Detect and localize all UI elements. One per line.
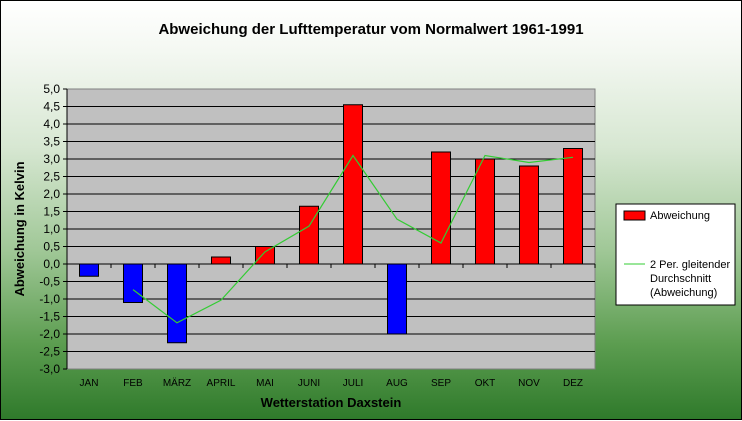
x-tick-label: NOV bbox=[518, 378, 540, 389]
y-tick-label: 1,5 bbox=[43, 205, 60, 219]
bar-märz bbox=[167, 263, 187, 344]
x-tick-labels: JAN FEB MÄRZ APRIL MAI JUNI JULI AUG SEP OKT NOV DE… bbox=[66, 264, 596, 389]
bar-okt bbox=[475, 158, 495, 265]
y-tick-label: 3,0 bbox=[43, 152, 60, 166]
x-tick-label: DEZ bbox=[563, 378, 583, 389]
legend: Abweichung 2 Per. gleitender Durchschnit… bbox=[615, 203, 736, 306]
y-tick-label: 2,5 bbox=[43, 170, 60, 184]
legend-label-moving-average-line1: 2 Per. gleitender bbox=[650, 259, 730, 271]
y-tick-label: -2,5 bbox=[39, 345, 60, 359]
x-tick-label: AUG bbox=[386, 378, 408, 389]
bar-feb bbox=[123, 263, 143, 303]
x-tick-label: JULI bbox=[343, 378, 364, 389]
x-tick-label: MAI bbox=[256, 378, 274, 389]
x-tick-label: SEP bbox=[431, 378, 451, 389]
y-tick-label: 5,0 bbox=[43, 82, 60, 96]
bar-sep bbox=[431, 151, 451, 265]
x-tick-label: OKT bbox=[475, 378, 496, 389]
legend-box bbox=[615, 203, 736, 306]
y-tick-label: -3,0 bbox=[39, 362, 60, 376]
legend-label-moving-average-line2: Durchschnitt bbox=[650, 273, 711, 285]
y-tick-label: 1,0 bbox=[43, 222, 60, 236]
y-tick-label: -1,5 bbox=[39, 310, 60, 324]
bar-nov bbox=[519, 165, 539, 265]
y-tick-label: 4,5 bbox=[43, 100, 60, 114]
x-tick-label: JUNI bbox=[298, 378, 320, 389]
bar-aug bbox=[387, 263, 407, 335]
bar-dez bbox=[563, 148, 583, 265]
y-tick-label: 0,5 bbox=[43, 240, 60, 254]
y-tick-label: -0,5 bbox=[39, 275, 60, 289]
y-tick-label: 3,5 bbox=[43, 135, 60, 149]
legend-label-abweichung: Abweichung bbox=[650, 210, 710, 222]
x-tick-label: APRIL bbox=[207, 378, 236, 389]
legend-label-moving-average-line3: (Abweichung) bbox=[650, 287, 717, 299]
x-tick-label: FEB bbox=[123, 378, 143, 389]
y-tick-label: -1,0 bbox=[39, 292, 60, 306]
legend-swatch-abweichung bbox=[623, 210, 646, 221]
bar-juli bbox=[343, 104, 363, 265]
y-tick-label: 0,0 bbox=[43, 257, 60, 271]
y-tick-labels: -3,0 -2,5 -2,0 -1,5 -1,0 -0,5 0,0 0,5 1,0 1,5 2,0 2… bbox=[39, 82, 68, 376]
y-tick-label: 2,0 bbox=[43, 187, 60, 201]
x-tick-label: JAN bbox=[80, 378, 99, 389]
bar-jan bbox=[79, 263, 99, 277]
y-axis-title: Abweichung in Kelvin bbox=[12, 161, 27, 296]
moving-average-line bbox=[132, 154, 574, 324]
chart-title: Abweichung der Lufttemperatur vom Normal… bbox=[158, 21, 583, 38]
x-tick-label: MÄRZ bbox=[163, 377, 191, 389]
moving-average-series bbox=[132, 154, 574, 324]
bar-april bbox=[211, 256, 231, 265]
bar-mai bbox=[255, 246, 275, 265]
bar-series bbox=[79, 104, 583, 344]
x-axis-title: Wetterstation Daxstein bbox=[261, 395, 402, 410]
y-tick-label: -2,0 bbox=[39, 327, 60, 341]
y-tick-label: 4,0 bbox=[43, 117, 60, 131]
